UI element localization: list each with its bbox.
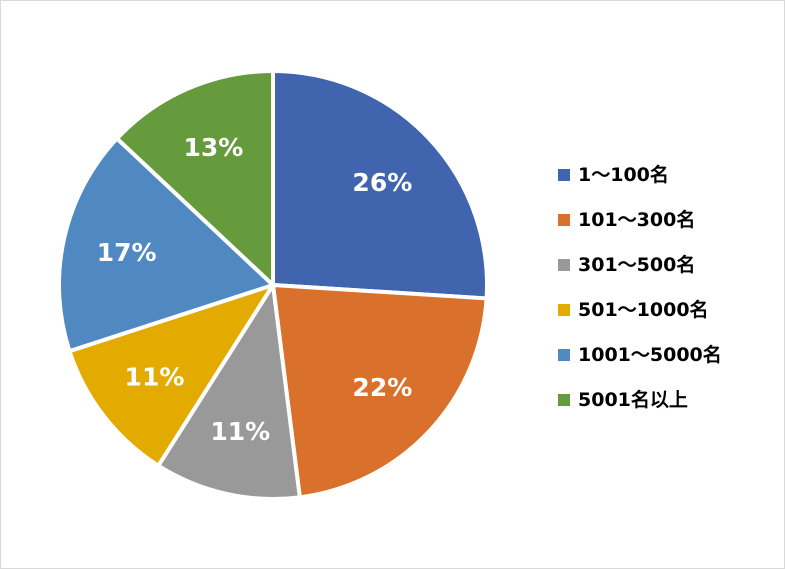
- pie-slice-4: [67, 283, 275, 468]
- legend-swatch-4: [558, 304, 570, 316]
- slice-label-2: 22%: [352, 373, 412, 402]
- pie-slice-1: [271, 69, 489, 301]
- legend-swatch-5: [558, 349, 570, 361]
- pie-slice-3: [156, 283, 302, 501]
- legend-label-4: 501～1000名: [578, 298, 709, 321]
- slice-label-3: 11%: [210, 417, 270, 446]
- pie-slice-2: [271, 283, 489, 500]
- slice-label-5: 17%: [97, 238, 157, 267]
- legend-label-5: 1001～5000名: [578, 343, 722, 366]
- legend-label-1: 1～100名: [578, 163, 669, 186]
- legend-swatch-2: [558, 214, 570, 226]
- legend-swatch-3: [558, 259, 570, 271]
- pie-slice-6: [115, 69, 275, 287]
- legend-swatch-6: [558, 394, 570, 406]
- legend: 1～100名 101～300名 301～500名 501～1000名 1001～5000…: [558, 163, 722, 411]
- slice-label-1: 26%: [352, 168, 412, 197]
- pie-slice-5: [57, 136, 275, 354]
- pie-slices: [57, 69, 489, 501]
- legend-swatch-1: [558, 169, 570, 181]
- legend-label-3: 301～500名: [578, 253, 695, 276]
- slice-label-4: 11%: [125, 362, 185, 391]
- slice-labels: 26% 22% 11% 11% 17% 13%: [97, 133, 413, 446]
- slice-label-6: 13%: [184, 133, 244, 162]
- legend-label-6: 5001名以上: [578, 388, 688, 411]
- legend-label-2: 101～300名: [578, 208, 695, 231]
